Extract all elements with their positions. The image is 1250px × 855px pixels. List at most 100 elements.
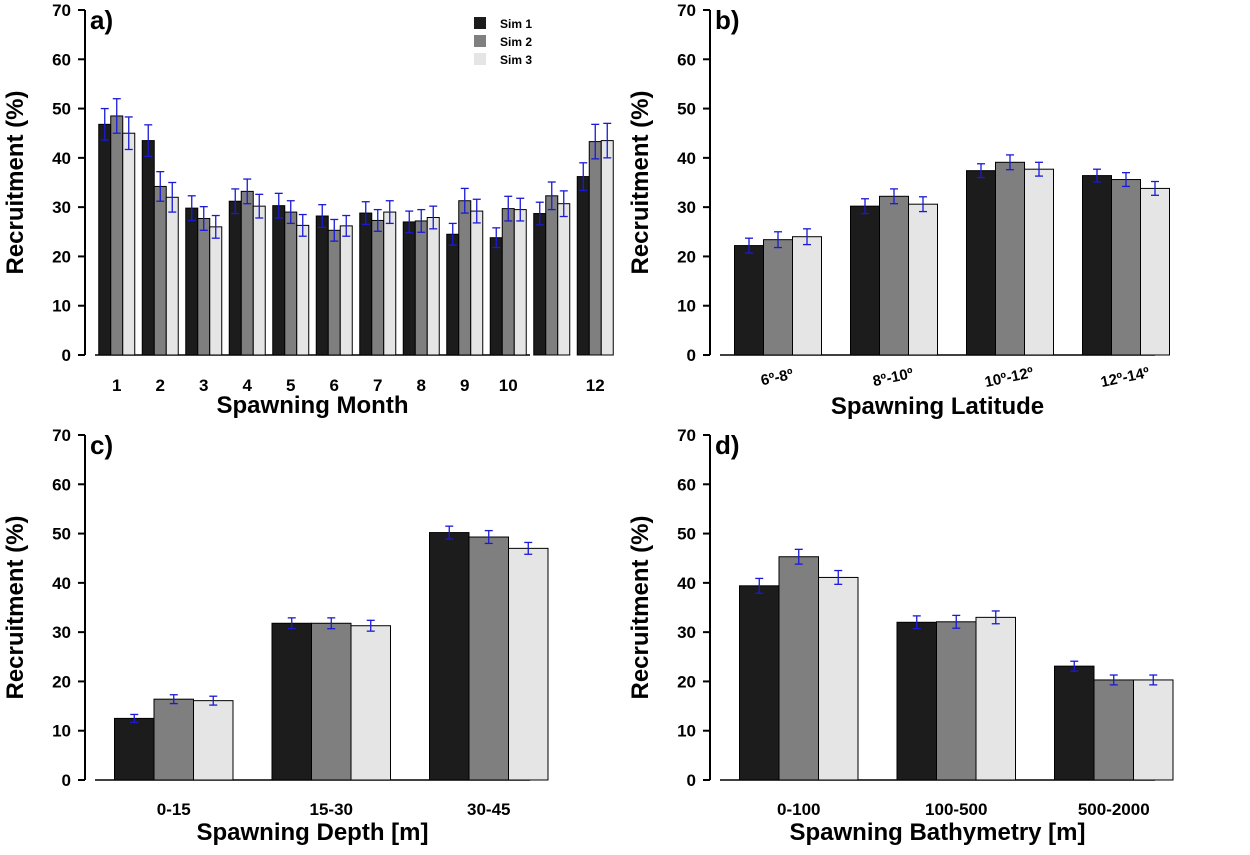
bar <box>414 220 428 356</box>
y-tick-label: 50 <box>677 525 696 544</box>
bar <box>908 203 938 356</box>
x-tick-label: 30-45 <box>467 800 510 819</box>
bar <box>995 161 1025 356</box>
bar <box>966 170 996 356</box>
panel-label: a) <box>90 5 113 35</box>
bar <box>197 217 211 356</box>
x-tick-label: 7 <box>373 376 382 395</box>
bar <box>426 216 440 356</box>
bar <box>557 203 571 356</box>
x-tick-label: 6º-8º <box>759 366 795 390</box>
x-tick-label: 5 <box>286 376 295 395</box>
y-tick-label: 10 <box>52 297 71 316</box>
x-tick-label: 12 <box>586 376 605 395</box>
bar <box>371 219 385 356</box>
bar <box>600 140 614 356</box>
x-tick-label: 12º-14º <box>1099 364 1151 391</box>
bar <box>468 536 509 781</box>
bar <box>896 621 937 781</box>
bar <box>739 585 780 781</box>
bar <box>296 224 310 356</box>
bar <box>489 237 503 356</box>
bar <box>228 200 242 356</box>
y-tick-label: 30 <box>52 198 71 217</box>
bar <box>339 225 353 356</box>
bar <box>350 625 391 781</box>
panel-label: b) <box>715 5 740 35</box>
legend-swatch <box>474 17 486 29</box>
panel-label: c) <box>90 430 113 460</box>
bar <box>879 195 909 356</box>
y-tick-label: 0 <box>62 346 71 365</box>
y-tick-label: 50 <box>52 525 71 544</box>
bar <box>402 221 416 356</box>
y-tick-label: 20 <box>52 672 71 691</box>
x-axis-title: Spawning Month <box>217 392 409 419</box>
bar <box>513 209 527 356</box>
bar <box>165 196 179 356</box>
x-tick-label: 9 <box>460 376 469 395</box>
x-tick-label: 10 <box>499 376 518 395</box>
y-tick-label: 20 <box>677 672 696 691</box>
x-tick-label: 1 <box>112 376 121 395</box>
bar <box>209 226 223 356</box>
x-tick-label: 6 <box>330 376 339 395</box>
x-tick-label: 8º-10º <box>871 365 915 390</box>
bar <box>185 207 199 356</box>
legend-swatch <box>474 53 486 65</box>
y-tick-label: 70 <box>677 426 696 445</box>
bar <box>327 229 341 356</box>
bar <box>778 556 819 781</box>
bar <box>533 213 547 356</box>
bar <box>311 622 352 781</box>
bar <box>383 211 397 356</box>
bar <box>975 616 1016 781</box>
bar <box>588 141 602 356</box>
bar <box>240 190 254 356</box>
bar <box>153 185 167 356</box>
y-tick-label: 10 <box>52 722 71 741</box>
bar <box>122 132 136 356</box>
x-tick-label: 8 <box>417 376 426 395</box>
y-tick-label: 70 <box>52 1 71 20</box>
y-tick-label: 70 <box>677 1 696 20</box>
bar <box>98 123 112 356</box>
x-axis-title: Spawning Latitude <box>831 393 1044 420</box>
bar <box>936 621 977 781</box>
y-axis-title: Recruitment (%) <box>627 90 654 274</box>
bar <box>458 200 472 356</box>
legend-label: Sim 2 <box>500 35 532 49</box>
y-axis-title: Recruitment (%) <box>627 515 654 699</box>
bar <box>1082 175 1112 356</box>
y-tick-label: 40 <box>677 574 696 593</box>
bar <box>576 176 590 356</box>
bar <box>272 205 286 356</box>
x-tick-label: 2 <box>156 376 165 395</box>
bar <box>508 547 549 781</box>
y-tick-label: 30 <box>677 198 696 217</box>
y-tick-label: 60 <box>52 50 71 69</box>
y-tick-label: 0 <box>687 346 696 365</box>
bar <box>359 212 373 356</box>
bar <box>1140 187 1170 356</box>
x-tick-label: 0-100 <box>777 800 820 819</box>
y-tick-label: 40 <box>677 149 696 168</box>
bar <box>1054 665 1095 781</box>
x-axis-title: Spawning Depth [m] <box>197 819 429 846</box>
bar <box>1111 179 1141 356</box>
y-tick-label: 60 <box>677 475 696 494</box>
x-tick-label: 100-500 <box>925 800 987 819</box>
y-tick-label: 30 <box>52 623 71 642</box>
bar <box>110 115 124 356</box>
y-tick-label: 50 <box>677 100 696 119</box>
bar <box>446 233 460 356</box>
y-tick-label: 60 <box>52 475 71 494</box>
y-tick-label: 40 <box>52 149 71 168</box>
bar <box>734 245 764 356</box>
y-tick-label: 10 <box>677 297 696 316</box>
bar <box>429 532 470 781</box>
legend-label: Sim 3 <box>500 53 532 67</box>
y-tick-label: 60 <box>677 50 696 69</box>
y-tick-label: 20 <box>52 247 71 266</box>
